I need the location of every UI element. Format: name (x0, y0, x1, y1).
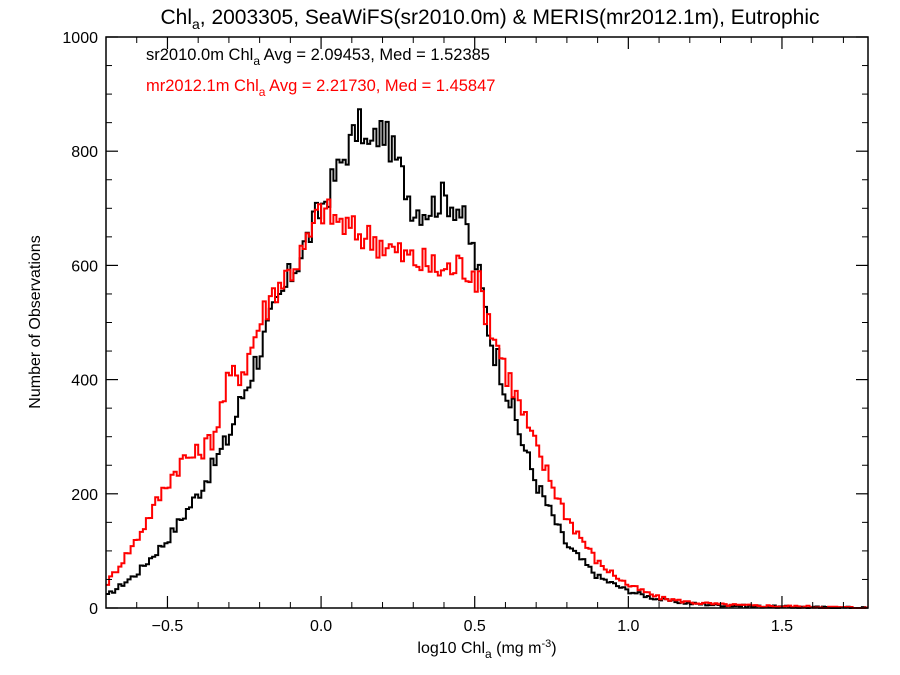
chart-title: Chla, 2003305, SeaWiFS(sr2010.0m) & MERI… (160, 6, 819, 32)
y-tick-label: 200 (71, 487, 98, 504)
x-tick-label: −0.5 (152, 618, 184, 635)
x-tick-label: 1.5 (771, 618, 793, 635)
y-tick-label: 0 (89, 601, 98, 618)
legend-annotation-sr2010: sr2010.0m Chla Avg = 2.09453, Med = 1.52… (146, 46, 490, 68)
legend-annotation-mr2012: mr2012.1m Chla Avg = 2.21730, Med = 1.45… (146, 77, 495, 99)
x-tick-label: 0.0 (310, 618, 332, 635)
x-tick-label: 0.5 (464, 618, 486, 635)
series-line-mr2012-1m (106, 198, 868, 609)
y-tick-label: 400 (71, 373, 98, 390)
series-line-sr2010-0m (106, 108, 868, 609)
x-axis-label: log10 Chla (mg m-3) (417, 638, 556, 661)
y-tick-label: 800 (71, 144, 98, 161)
y-axis-label: Number of Observations (27, 235, 44, 408)
axis-ticks: −0.5 0.0 0.5 1.0 1.5 0 200 400 600 800 1000 (62, 30, 868, 635)
series-layer (106, 108, 868, 609)
y-tick-label: 1000 (62, 30, 98, 47)
y-tick-label: 600 (71, 258, 98, 275)
x-tick-label: 1.0 (617, 618, 639, 635)
